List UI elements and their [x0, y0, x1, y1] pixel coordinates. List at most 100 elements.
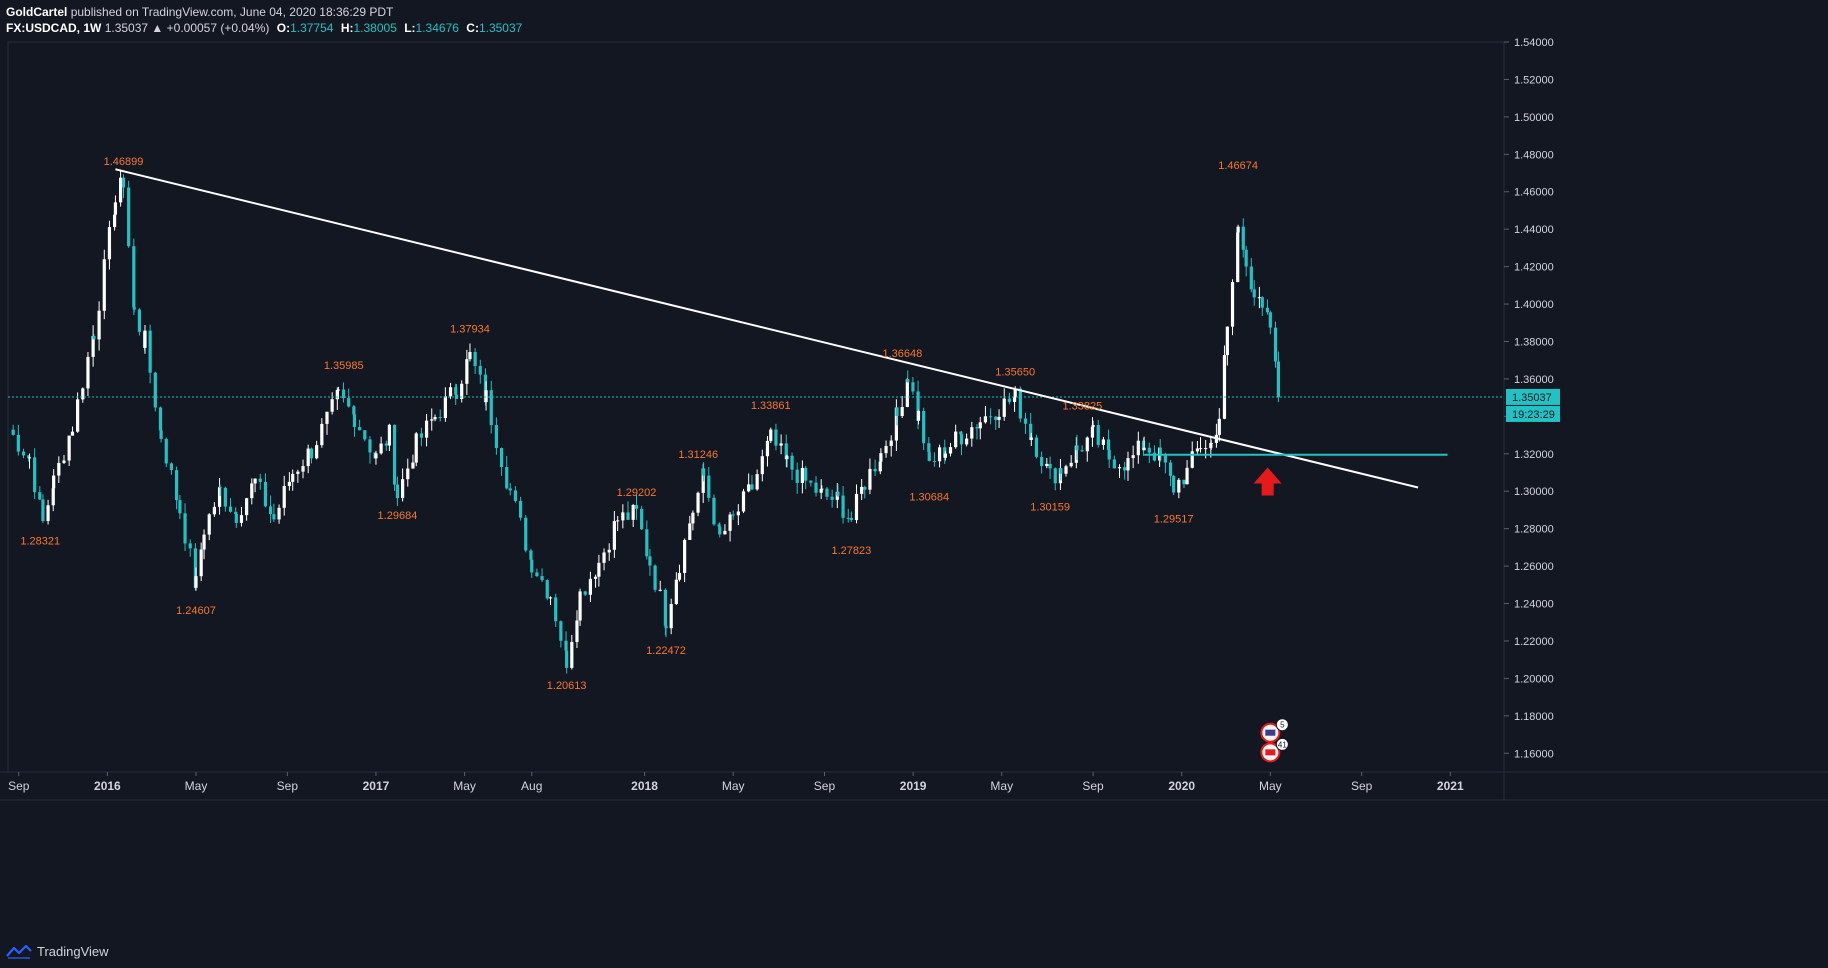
candle-body[interactable]	[62, 460, 66, 463]
candle-body[interactable]	[1053, 468, 1057, 484]
candle-body[interactable]	[879, 453, 883, 462]
candle-body[interactable]	[406, 468, 410, 480]
candle-body[interactable]	[731, 514, 735, 516]
candle-body[interactable]	[379, 443, 383, 454]
candle-body[interactable]	[1002, 398, 1006, 417]
candle-body[interactable]	[1012, 396, 1017, 402]
candle-body[interactable]	[132, 307, 136, 310]
candle-body[interactable]	[983, 416, 988, 423]
candle-body[interactable]	[107, 227, 112, 260]
author-name[interactable]: GoldCartel	[6, 5, 68, 19]
candle-body[interactable]	[894, 407, 898, 441]
candle-body[interactable]	[554, 597, 558, 622]
candle-body[interactable]	[1018, 388, 1022, 419]
candle-body[interactable]	[626, 512, 630, 520]
candle-body[interactable]	[790, 455, 794, 470]
candle-body[interactable]	[118, 177, 123, 203]
candle-body[interactable]	[1268, 312, 1272, 328]
candle-body[interactable]	[341, 389, 346, 399]
candle-body[interactable]	[1074, 445, 1078, 463]
candle-body[interactable]	[868, 468, 872, 490]
candle-body[interactable]	[174, 470, 179, 501]
candle-body[interactable]	[234, 511, 238, 514]
candle-body[interactable]	[358, 427, 362, 431]
candle-body[interactable]	[1195, 448, 1200, 452]
candle-body[interactable]	[239, 515, 244, 523]
candle-body[interactable]	[916, 410, 921, 421]
candle-body[interactable]	[223, 487, 227, 507]
candle-body[interactable]	[1048, 463, 1052, 469]
candle-body[interactable]	[959, 431, 963, 435]
candle-body[interactable]	[1172, 475, 1176, 493]
candle-body[interactable]	[648, 556, 652, 566]
candle-body[interactable]	[612, 521, 616, 550]
candle-body[interactable]	[959, 434, 964, 445]
candle-body[interactable]	[825, 488, 829, 497]
candle-body[interactable]	[91, 336, 95, 357]
candle-body[interactable]	[1204, 448, 1208, 450]
candle-body[interactable]	[691, 512, 695, 524]
candle-body[interactable]	[411, 462, 415, 469]
candle-body[interactable]	[1096, 425, 1100, 445]
candle-body[interactable]	[202, 534, 206, 550]
candle-body[interactable]	[755, 474, 759, 490]
candle-body[interactable]	[21, 451, 26, 456]
candle-body[interactable]	[1064, 466, 1068, 474]
candle-body[interactable]	[363, 430, 367, 440]
candle-body[interactable]	[1276, 361, 1280, 397]
candle-body[interactable]	[169, 463, 174, 471]
candle-body[interactable]	[830, 496, 834, 500]
candle-body[interactable]	[1265, 307, 1270, 313]
candle-body[interactable]	[424, 420, 429, 438]
candle-body[interactable]	[277, 507, 281, 520]
candle-body[interactable]	[616, 520, 620, 522]
candle-body[interactable]	[741, 491, 746, 512]
candle-body[interactable]	[906, 379, 910, 383]
candle-body[interactable]	[468, 352, 472, 360]
candle-body[interactable]	[183, 513, 187, 544]
candle-body[interactable]	[315, 445, 319, 459]
candle-body[interactable]	[927, 443, 931, 453]
candle-body[interactable]	[392, 424, 397, 485]
candle-body[interactable]	[1236, 232, 1240, 283]
candle-body[interactable]	[1190, 451, 1194, 468]
candle-body[interactable]	[508, 488, 512, 491]
candle-body[interactable]	[779, 443, 783, 446]
candle-body[interactable]	[889, 440, 893, 446]
candle-body[interactable]	[658, 589, 662, 591]
candle-body[interactable]	[785, 455, 789, 460]
candle-body[interactable]	[1040, 456, 1044, 467]
candle-body[interactable]	[81, 388, 85, 400]
candle-body[interactable]	[301, 466, 305, 472]
candle-body[interactable]	[499, 448, 504, 468]
candle-body[interactable]	[1013, 388, 1017, 397]
candle-body[interactable]	[86, 356, 90, 389]
candle-body[interactable]	[640, 508, 644, 530]
candle-body[interactable]	[1107, 449, 1111, 460]
candle-body[interactable]	[750, 484, 754, 490]
candle-body[interactable]	[287, 481, 291, 486]
candle-body[interactable]	[1106, 439, 1111, 450]
candle-body[interactable]	[352, 414, 357, 428]
candle-body[interactable]	[994, 416, 998, 420]
candle-body[interactable]	[978, 422, 982, 429]
candle-body[interactable]	[809, 480, 813, 483]
candle-body[interactable]	[696, 492, 700, 513]
candle-body[interactable]	[1244, 249, 1248, 267]
candle-body[interactable]	[1131, 455, 1135, 459]
candle-body[interactable]	[559, 621, 563, 641]
candle-body[interactable]	[218, 486, 222, 488]
candle-body[interactable]	[460, 383, 464, 399]
candle-body[interactable]	[1029, 437, 1033, 440]
candle-body[interactable]	[545, 580, 549, 599]
candle-body[interactable]	[747, 484, 751, 492]
candle-body[interactable]	[1252, 289, 1256, 298]
candle-body[interactable]	[438, 417, 442, 419]
candle-body[interactable]	[664, 625, 668, 629]
descending-trendline[interactable]	[115, 168, 1419, 489]
candle-body[interactable]	[27, 455, 31, 458]
tradingview-branding[interactable]: TradingView	[6, 940, 109, 962]
candle-body[interactable]	[1080, 450, 1084, 452]
candle-body[interactable]	[1163, 454, 1167, 463]
candle-body[interactable]	[860, 486, 864, 494]
